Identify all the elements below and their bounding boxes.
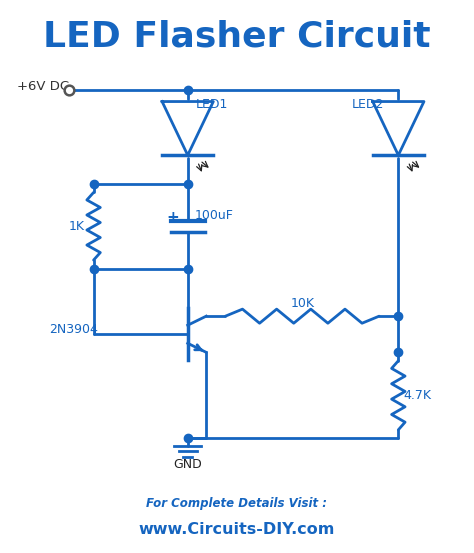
Text: 2N3904: 2N3904: [49, 323, 98, 336]
Text: 100uF: 100uF: [194, 210, 233, 222]
Text: LED1: LED1: [196, 98, 228, 111]
Text: www.Circuits-DIY.com: www.Circuits-DIY.com: [139, 521, 335, 536]
Text: GND: GND: [173, 458, 202, 471]
Text: 4.7K: 4.7K: [404, 389, 432, 402]
Text: +6V DC: +6V DC: [17, 80, 69, 93]
Text: +: +: [166, 210, 179, 225]
Text: LED2: LED2: [351, 98, 383, 111]
Text: 10K: 10K: [290, 296, 314, 310]
Text: For Complete Details Visit :: For Complete Details Visit :: [146, 497, 328, 510]
Text: 1K: 1K: [69, 220, 85, 233]
Text: LED Flasher Circuit: LED Flasher Circuit: [43, 19, 431, 53]
